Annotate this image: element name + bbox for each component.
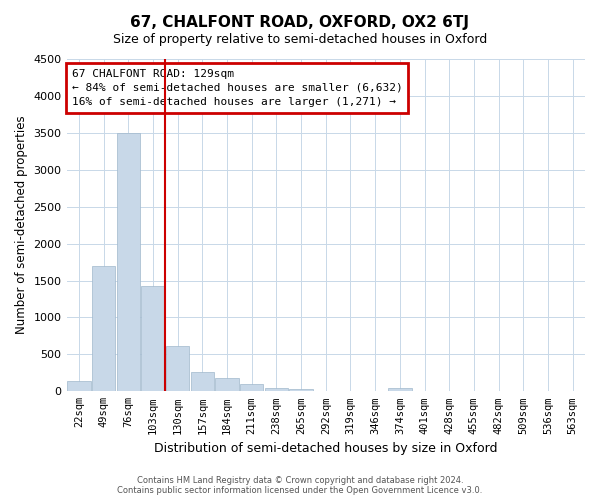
Bar: [166, 346, 190, 392]
Bar: [314, 390, 337, 392]
Text: 67, CHALFONT ROAD, OXFORD, OX2 6TJ: 67, CHALFONT ROAD, OXFORD, OX2 6TJ: [131, 15, 470, 30]
Text: 67 CHALFONT ROAD: 129sqm
← 84% of semi-detached houses are smaller (6,632)
16% o: 67 CHALFONT ROAD: 129sqm ← 84% of semi-d…: [72, 69, 403, 107]
Bar: [265, 388, 288, 392]
Bar: [141, 286, 164, 392]
Bar: [289, 390, 313, 392]
Bar: [92, 266, 115, 392]
Bar: [116, 133, 140, 392]
Y-axis label: Number of semi-detached properties: Number of semi-detached properties: [15, 116, 28, 334]
Bar: [191, 372, 214, 392]
Text: Contains HM Land Registry data © Crown copyright and database right 2024.
Contai: Contains HM Land Registry data © Crown c…: [118, 476, 482, 495]
Bar: [388, 388, 412, 392]
Bar: [67, 381, 91, 392]
Bar: [240, 384, 263, 392]
X-axis label: Distribution of semi-detached houses by size in Oxford: Distribution of semi-detached houses by …: [154, 442, 497, 455]
Text: Size of property relative to semi-detached houses in Oxford: Size of property relative to semi-detach…: [113, 32, 487, 46]
Bar: [215, 378, 239, 392]
